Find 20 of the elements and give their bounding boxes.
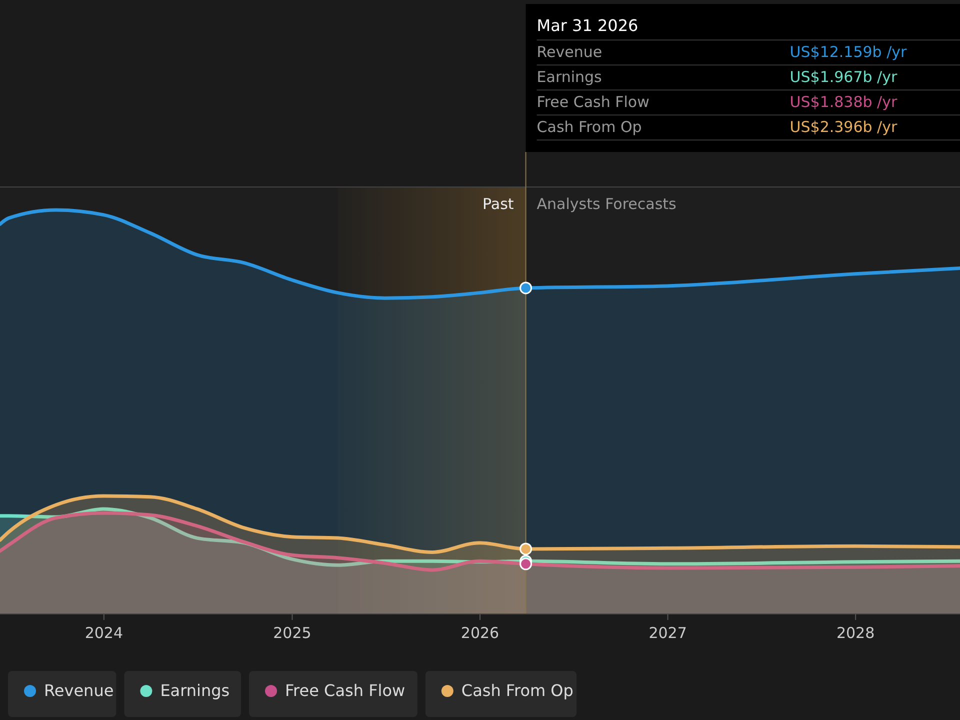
- text: Cash From Op: [536, 118, 642, 136]
- x-tick-label: 2027: [648, 624, 687, 642]
- legend-label: Revenue: [44, 681, 114, 700]
- ref-line-label: Analysts Forecasts: [536, 195, 677, 213]
- text: Mar 31 2026: [536, 16, 638, 35]
- text: US$1.967b /yr: [790, 68, 898, 86]
- text: Earnings: [536, 68, 602, 86]
- text: US$12.159b /yr: [790, 43, 908, 61]
- text: Revenue: [536, 43, 602, 61]
- x-tick-label: 2025: [273, 624, 312, 642]
- text: Free Cash Flow: [536, 93, 650, 111]
- x-tick-label: 2026: [460, 624, 500, 642]
- legend-label: Cash From Op: [461, 681, 574, 700]
- x-tick-label: 2028: [836, 624, 875, 642]
- legend-label: Earnings: [160, 681, 230, 700]
- x-tick-label: 2024: [84, 624, 124, 642]
- text: US$2.396b /yr: [790, 118, 898, 136]
- legend-label: Free Cash Flow: [285, 681, 406, 700]
- band-label: Past: [482, 195, 514, 213]
- text: US$1.838b /yr: [790, 93, 898, 111]
